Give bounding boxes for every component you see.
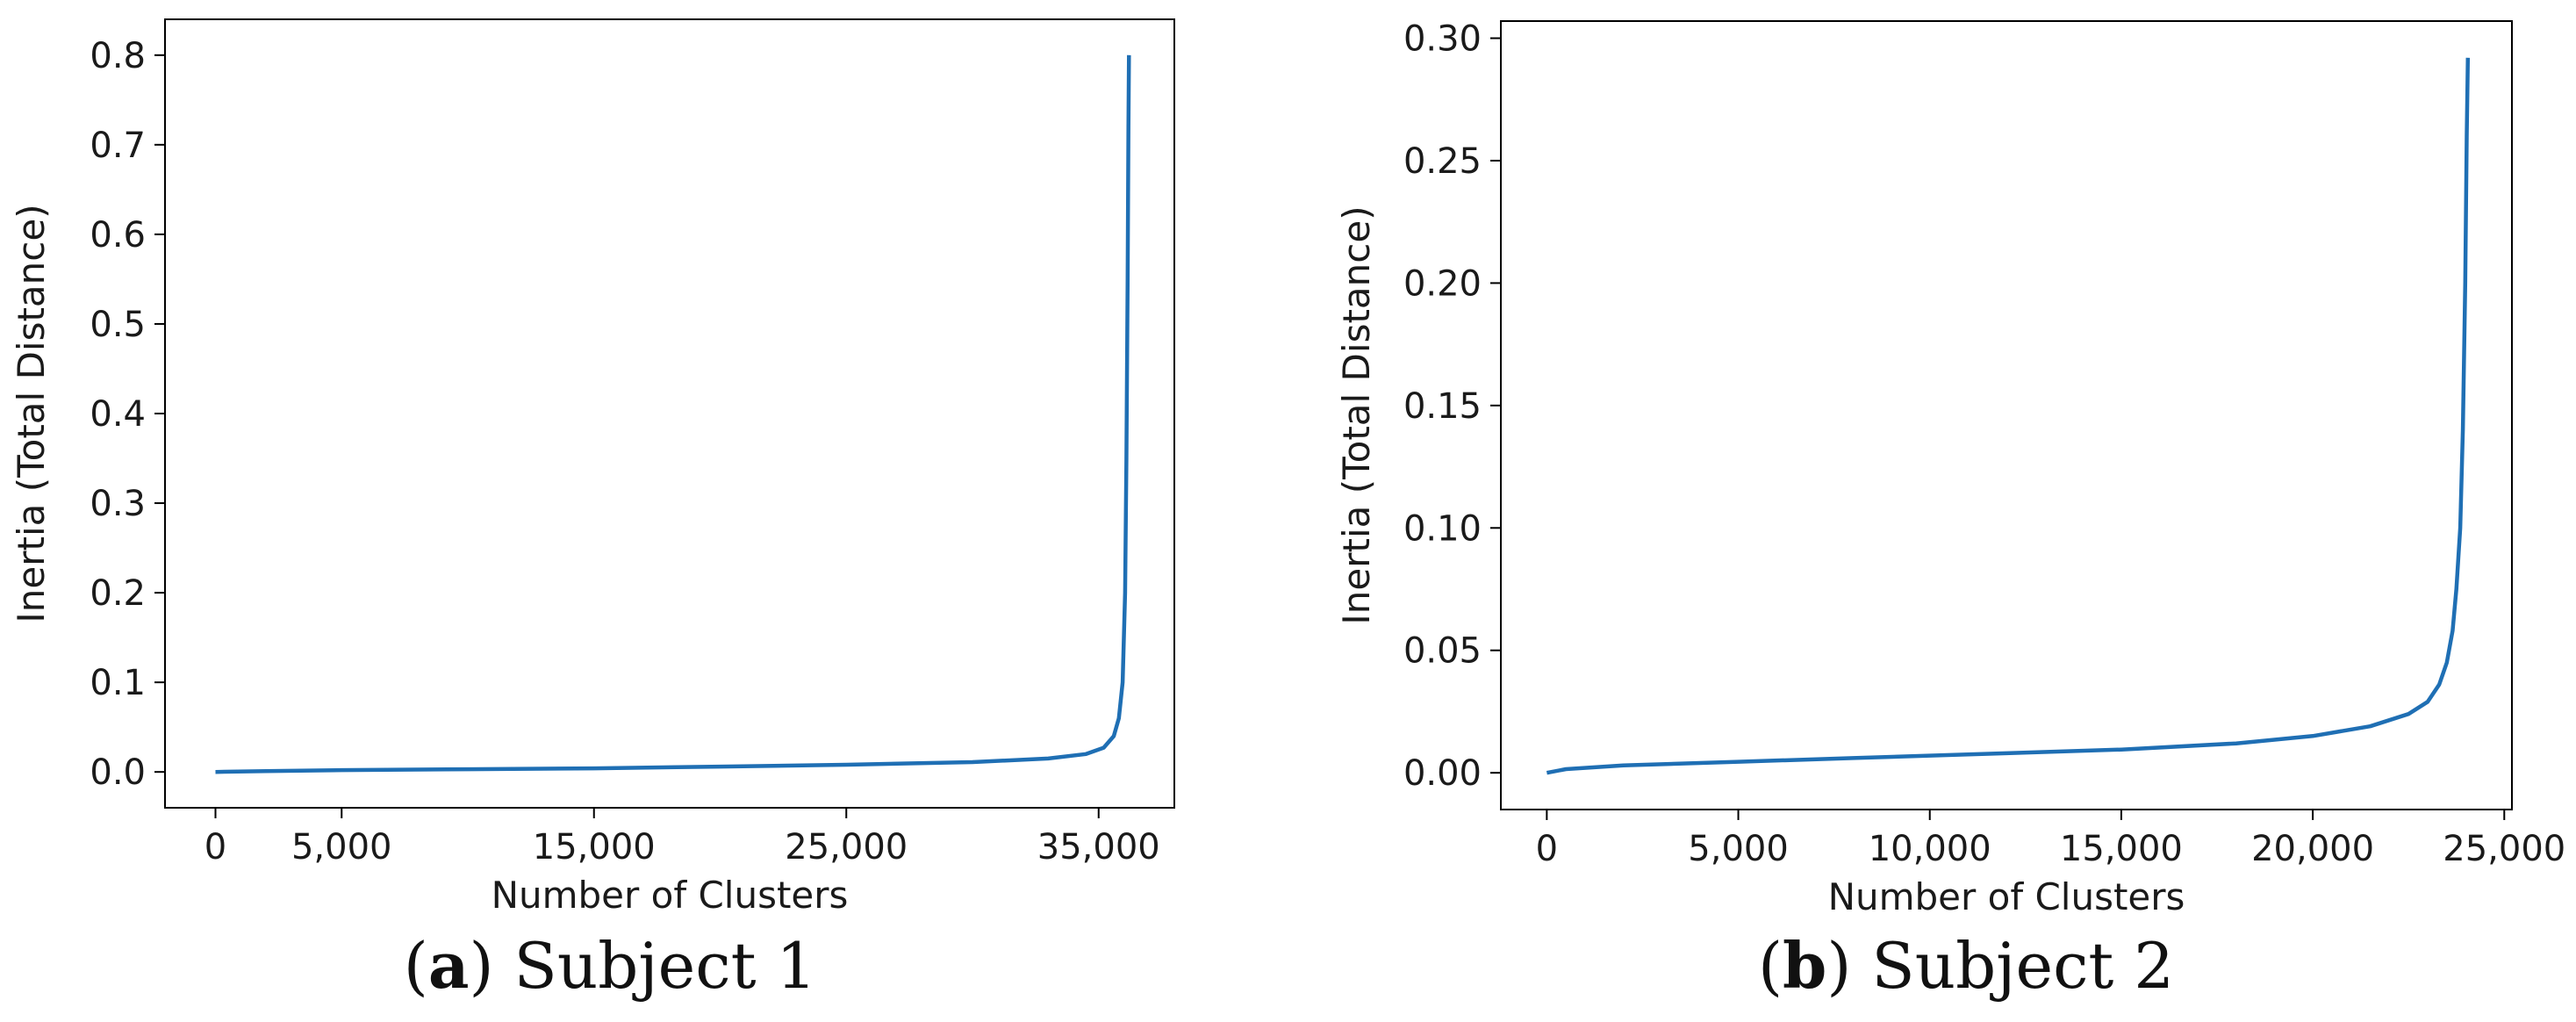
x-axis-label: Number of Clusters [1828, 875, 2185, 918]
x-tick-label: 10,000 [1869, 829, 1991, 869]
y-tick-label: 0.00 [1403, 753, 1482, 794]
x-tick-label: 25,000 [2443, 829, 2565, 869]
y-axis-label: Inertia (Total Distance) [1335, 205, 1378, 624]
x-tick-label: 15,000 [533, 827, 656, 867]
caption-subject-1: (a) Subject 1 [404, 928, 816, 1003]
y-tick-label: 0.0 [90, 752, 146, 793]
y-tick-label: 0.4 [90, 394, 146, 435]
x-tick-label: 5,000 [291, 827, 392, 867]
x-tick-label: 15,000 [2060, 829, 2183, 869]
y-tick-label: 0.7 [90, 126, 146, 166]
chart-subject-1: 0 5,000 15,000 25,000 35,000 0.0 0.1 0.2 0.3 0.4 0… [10, 18, 1175, 917]
y-tick-label: 0.1 [90, 663, 146, 703]
y-tick-label: 0.6 [90, 215, 146, 256]
x-tick-label: 5,000 [1688, 829, 1789, 869]
y-tick-label: 0.3 [90, 484, 146, 524]
x-tick-label: 35,000 [1037, 827, 1160, 867]
y-tick-label: 0.30 [1403, 19, 1482, 60]
x-tick-label: 0 [205, 827, 226, 867]
y-tick-label: 0.10 [1403, 508, 1482, 549]
y-axis-label: Inertia (Total Distance) [10, 204, 53, 623]
y-tick-label: 0.15 [1403, 386, 1482, 427]
x-tick-label: 25,000 [785, 827, 908, 867]
x-axis-label: Number of Clusters [492, 874, 849, 917]
x-tick-label: 0 [1536, 829, 1558, 869]
series-line [1546, 57, 2471, 775]
y-tick-label: 0.25 [1403, 141, 1482, 182]
y-tick-label: 0.20 [1403, 263, 1482, 304]
x-tick-label: 20,000 [2251, 829, 2374, 869]
caption-subject-2: (b) Subject 2 [1758, 928, 2174, 1003]
series-line [215, 54, 1131, 774]
y-tick-label: 0.2 [90, 573, 146, 614]
chart-subject-2: 0 5,000 10,000 15,000 20,000 25,000 0.00 0.05 0.… [1335, 19, 2565, 918]
y-tick-label: 0.5 [90, 305, 146, 345]
y-tick-label: 0.8 [90, 36, 146, 76]
plot-frame [1500, 20, 2513, 810]
y-tick-label: 0.05 [1403, 631, 1482, 672]
